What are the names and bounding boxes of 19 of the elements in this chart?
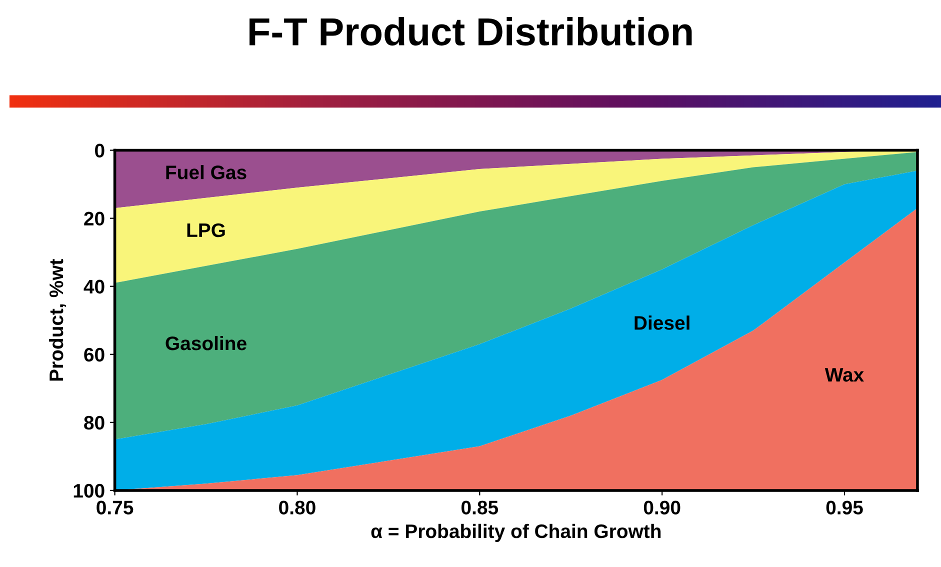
series-label: Fuel Gas <box>166 165 246 180</box>
y-tick-label: 80 <box>84 416 104 430</box>
y-tick-label: 40 <box>84 280 104 294</box>
series-label: Gasoline <box>166 336 246 350</box>
series-label: Diesel <box>634 316 690 330</box>
y-tick-label: 60 <box>84 348 104 362</box>
y-tick-label: 0 <box>95 144 104 158</box>
series-label: LPG <box>187 223 225 238</box>
x-tick-label: 0.75 <box>96 500 134 514</box>
y-tick-label: 20 <box>84 212 104 226</box>
x-tick-label: 0.95 <box>826 500 863 514</box>
y-tick-label: 100 <box>74 484 104 498</box>
x-axis-title: α = Probability of Chain Growth <box>371 524 661 542</box>
x-tick-label: 0.90 <box>644 500 680 514</box>
chart-title: F-T Product Distribution <box>250 17 692 46</box>
x-tick-label: 0.85 <box>462 500 498 514</box>
y-axis-title: Product, %wt <box>48 259 66 381</box>
x-tick-label: 0.80 <box>279 500 316 514</box>
series-label: Wax <box>824 368 864 382</box>
